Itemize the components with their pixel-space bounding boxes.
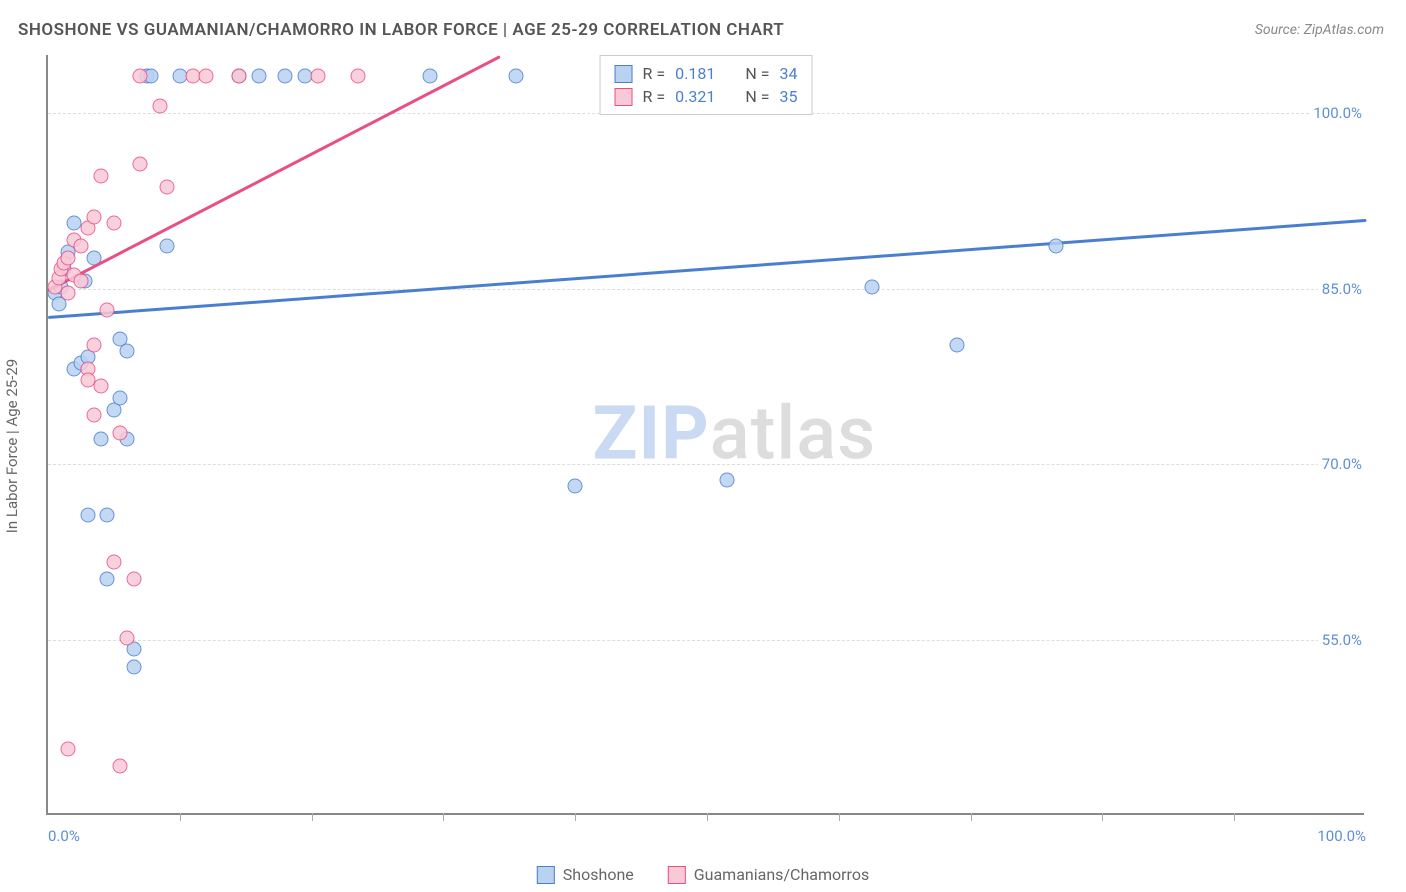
data-point [60,250,75,265]
data-point [126,659,141,674]
x-tick [443,813,444,821]
source-label: Source: ZipAtlas.com [1255,22,1384,38]
legend-swatch [615,88,633,106]
data-point [126,572,141,587]
x-tick [1102,813,1103,821]
stats-row: R = 0.321 N = 35 [615,85,798,108]
data-point [719,472,734,487]
legend-label: Shoshone [563,865,634,884]
x-tick [1234,813,1235,821]
data-point [120,344,135,359]
gridline [48,640,1364,641]
n-label: N = [745,87,769,106]
y-tick-label: 70.0% [1318,455,1366,473]
x-tick [575,813,576,821]
data-point [350,69,365,84]
n-label: N = [745,64,769,83]
data-point [106,554,121,569]
trend-line [47,55,500,292]
trend-line [48,219,1366,319]
n-value: 34 [779,64,797,83]
data-point [232,69,247,84]
data-point [106,215,121,230]
data-point [93,431,108,446]
y-tick-label: 85.0% [1318,280,1366,298]
x-start-label: 0.0% [48,827,80,845]
x-end-label: 100.0% [1317,827,1366,845]
data-point [60,741,75,756]
data-point [568,478,583,493]
r-label: R = [643,64,666,83]
r-label: R = [643,87,666,106]
data-point [278,69,293,84]
data-point [100,303,115,318]
x-tick [180,813,181,821]
y-tick-label: 55.0% [1318,631,1366,649]
legend-label: Guamanians/Chamorros [694,865,869,884]
gridline [48,464,1364,465]
data-point [133,69,148,84]
data-point [93,379,108,394]
legend-item: Guamanians/Chamorros [668,865,869,884]
data-point [311,69,326,84]
data-point [87,338,102,353]
legend-item: Shoshone [537,865,634,884]
r-value: 0.321 [675,87,715,106]
data-point [423,69,438,84]
data-point [113,759,128,774]
chart-title: SHOSHONE VS GUAMANIAN/CHAMORRO IN LABOR … [18,20,784,40]
legend-swatch [668,866,686,884]
stats-box: R = 0.181 N = 34 R = 0.321 N = 35 [600,55,813,115]
stats-row: R = 0.181 N = 34 [615,62,798,85]
data-point [864,279,879,294]
data-point [950,338,965,353]
data-point [199,69,214,84]
y-axis-title: In Labor Force | Age 25-29 [3,359,21,533]
data-point [73,274,88,289]
data-point [87,209,102,224]
legend-swatch [537,866,555,884]
y-tick-label: 100.0% [1309,104,1366,122]
x-tick [707,813,708,821]
data-point [60,285,75,300]
gridline [48,289,1364,290]
data-point [508,69,523,84]
data-point [113,390,128,405]
data-point [80,507,95,522]
data-point [100,572,115,587]
x-tick [312,813,313,821]
plot-area: ZIPatlas 55.0%70.0%85.0%100.0%0.0%100.0%… [46,55,1364,815]
data-point [87,408,102,423]
data-point [1049,238,1064,253]
data-point [133,157,148,172]
data-point [159,238,174,253]
data-point [113,426,128,441]
data-point [153,98,168,113]
data-point [120,630,135,645]
bottom-legend: Shoshone Guamanians/Chamorros [537,865,869,884]
data-point [73,238,88,253]
x-tick [839,813,840,821]
data-point [159,180,174,195]
r-value: 0.181 [675,64,715,83]
x-tick [971,813,972,821]
n-value: 35 [779,87,797,106]
data-point [100,507,115,522]
data-point [251,69,266,84]
data-point [93,168,108,183]
legend-swatch [615,65,633,83]
